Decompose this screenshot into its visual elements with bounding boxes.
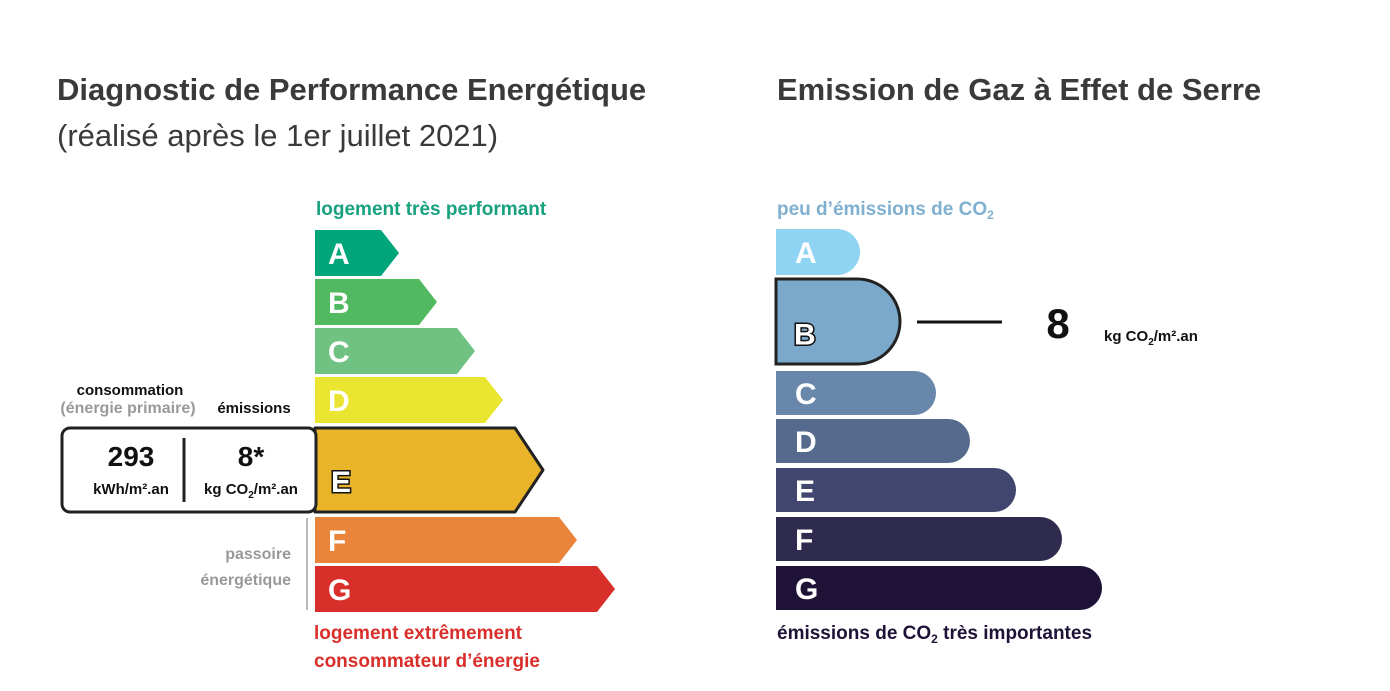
dpe-class-c-bar [315,328,475,374]
ges-title: Emission de Gaz à Effet de Serre [777,72,1261,107]
ges-class-b-letter: B [794,319,816,352]
ges-class-c-letter: C [795,378,817,411]
ges-top-label: peu d’émissions de CO2 [777,199,994,222]
dpe-class-f-bar [315,517,577,563]
dpe-class-d-bar [315,377,503,423]
ges-class-g-bar [776,566,1102,610]
ges-bottom-label: émissions de CO2 très importantes [777,623,1092,646]
consumption-value: 293 [108,441,155,472]
ges-unit: kg CO2/m².an [1104,328,1198,348]
emissions-value: 8* [238,441,265,472]
consommation-label: consommation [77,382,184,399]
dpe-subtitle: (réalisé après le 1er juillet 2021) [57,118,498,153]
dpe-bottom-label-line2: consommateur d’énergie [314,651,540,672]
ges-class-a-letter: A [795,237,817,270]
dpe-class-g-bar [315,566,615,612]
dpe-class-f-letter: F [328,525,346,558]
dpe-title: Diagnostic de Performance Energétique [57,72,646,107]
passoire-label-line1: passoire [225,546,291,563]
dpe-bottom-label-line1: logement extrêmement [314,623,523,644]
passoire-label-line2: énergétique [200,572,291,589]
ges-class-d-bar [776,419,970,463]
ges-class-f-letter: F [795,524,813,557]
ges-value: 8 [1046,300,1069,347]
emissions-label: émissions [217,400,290,417]
dpe-top-label: logement très performant [316,199,547,220]
dpe-class-b-bar [315,279,437,325]
consumption-unit: kWh/m².an [93,481,169,498]
ges-class-a-bar [776,229,860,275]
energie-primaire-label: (énergie primaire) [60,400,195,417]
dpe-value-box [60,426,318,514]
dpe-class-g-letter: G [328,574,351,607]
emissions-unit: kg CO2/m².an [204,481,298,501]
ges-class-d-letter: D [795,426,817,459]
dpe-class-c-letter: C [328,336,350,369]
dpe-class-a-letter: A [328,238,350,271]
ges-class-c-bar [776,371,936,415]
ges-class-e-bar [776,468,1016,512]
dpe-class-e-letter: E [331,466,351,499]
ges-class-e-letter: E [795,475,815,508]
dpe-class-b-letter: B [328,287,350,320]
ges-class-f-bar [776,517,1062,561]
dpe-class-d-letter: D [328,385,350,418]
ges-class-b-bar [774,277,902,366]
dpe-class-a-bar [315,230,399,276]
ges-class-g-letter: G [795,573,818,606]
